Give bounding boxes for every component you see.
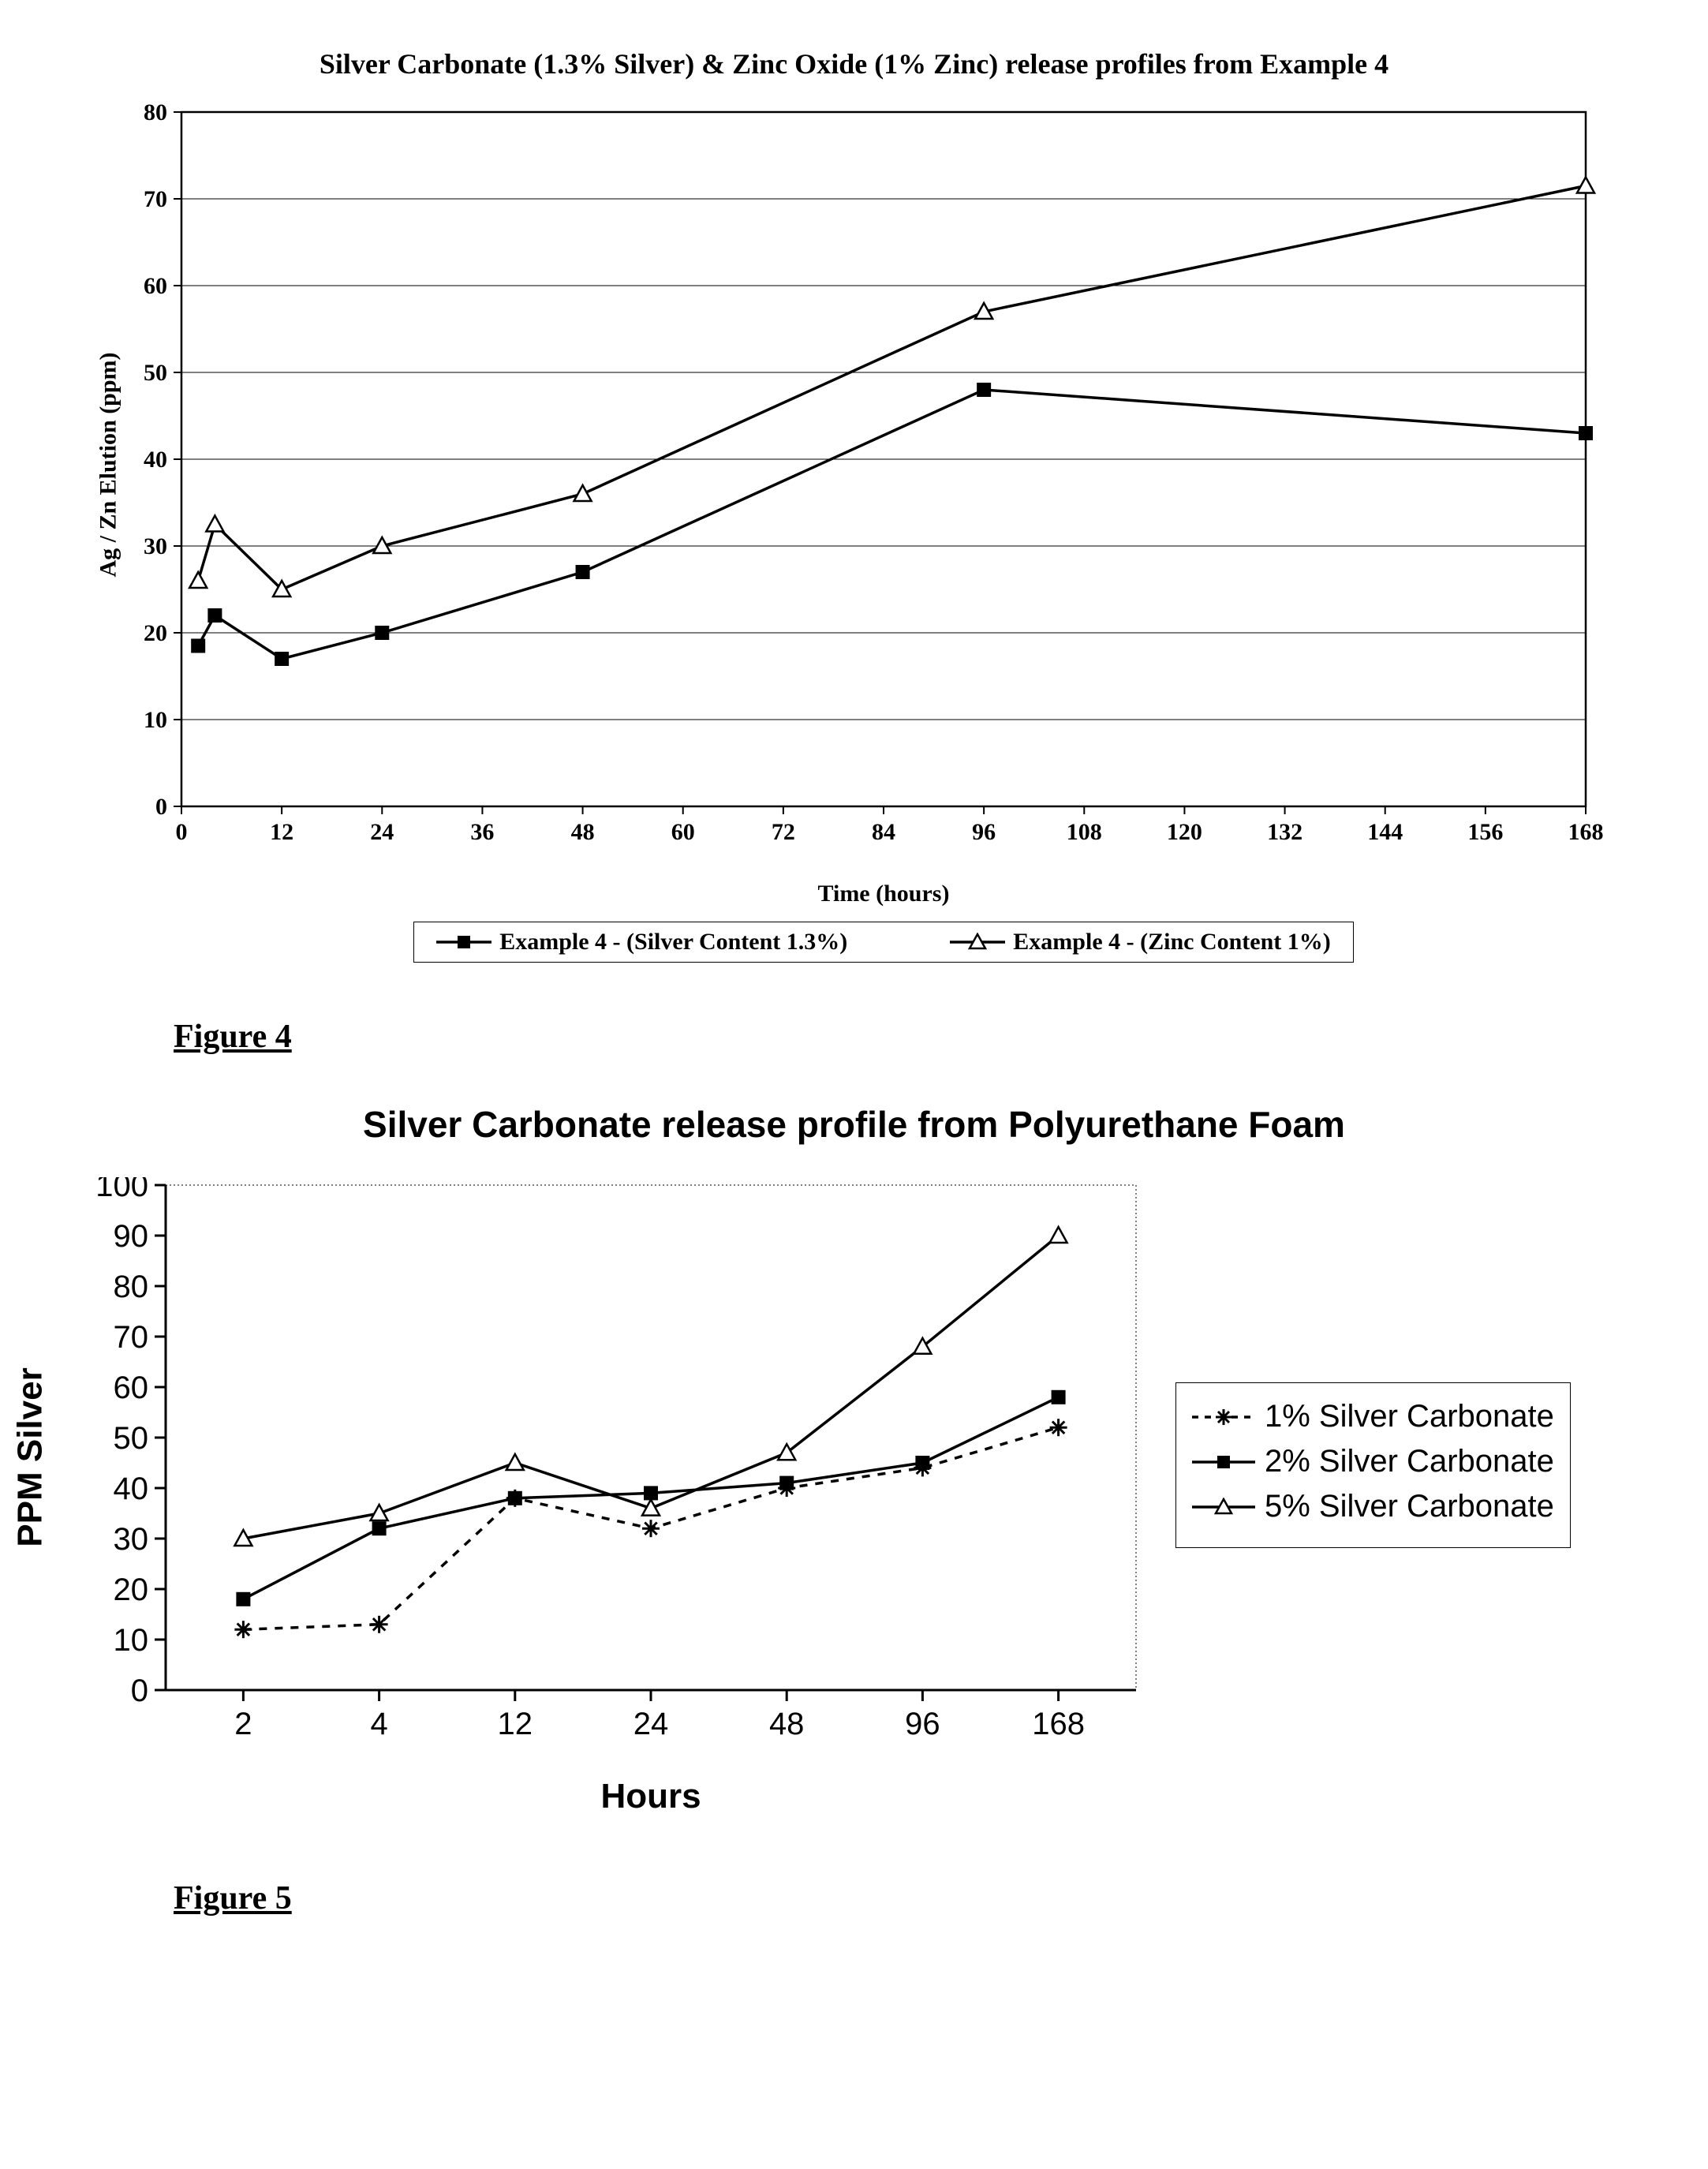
svg-text:24: 24	[633, 1707, 669, 1741]
svg-text:20: 20	[114, 1573, 149, 1607]
svg-text:80: 80	[144, 104, 167, 125]
svg-text:40: 40	[114, 1472, 149, 1506]
filled-square-icon	[436, 933, 491, 952]
svg-text:96: 96	[905, 1707, 940, 1741]
chart2-legend-item-0: 1% Silver Carbonate	[1192, 1399, 1554, 1434]
chart2-legend-label-0: 1% Silver Carbonate	[1265, 1399, 1554, 1434]
svg-text:24: 24	[370, 819, 394, 845]
open-triangle-icon	[1192, 1498, 1255, 1516]
asterisk-icon	[1192, 1408, 1255, 1427]
chart1-legend-item-1: Example 4 - (Zinc Content 1%)	[950, 929, 1330, 955]
svg-text:96: 96	[972, 819, 996, 845]
svg-text:30: 30	[114, 1522, 149, 1557]
svg-text:132: 132	[1267, 819, 1302, 845]
chart2-legend-item-2: 5% Silver Carbonate	[1192, 1489, 1554, 1524]
svg-text:84: 84	[872, 819, 895, 845]
svg-text:10: 10	[144, 707, 167, 733]
svg-text:48: 48	[769, 1707, 805, 1741]
chart2-legend-item-1: 2% Silver Carbonate	[1192, 1444, 1554, 1479]
svg-text:168: 168	[1568, 819, 1604, 845]
chart1-x-axis-title: Time (hours)	[181, 881, 1586, 907]
svg-text:0: 0	[155, 794, 167, 820]
chart1-container: Ag / Zn Elution (ppm) 010203040506070800…	[110, 104, 1613, 963]
chart2-container: PPM Silver 01020304050607080901002412244…	[63, 1177, 1613, 1816]
svg-text:0: 0	[131, 1673, 148, 1708]
chart2-title: Silver Carbonate release profile from Po…	[95, 1103, 1613, 1146]
chart1-svg: 0 10 20 30 40 50 60 70 80 0 12 24 36 48 60 72 84 96 108 120…	[110, 104, 1609, 877]
chart2-legend: 1% Silver Carbonate 2% Silver Carbonate …	[1175, 1382, 1571, 1548]
svg-text:30: 30	[144, 533, 167, 559]
svg-text:40: 40	[144, 447, 167, 473]
svg-text:80: 80	[114, 1270, 149, 1304]
chart2-legend-label-2: 5% Silver Carbonate	[1265, 1489, 1554, 1524]
page: Silver Carbonate (1.3% Silver) & Zinc Ox…	[0, 0, 1708, 2169]
svg-text:48: 48	[571, 819, 595, 845]
svg-text:100: 100	[95, 1177, 148, 1203]
svg-text:108: 108	[1067, 819, 1102, 845]
svg-text:4: 4	[370, 1707, 387, 1741]
svg-text:120: 120	[1167, 819, 1202, 845]
svg-text:90: 90	[114, 1219, 149, 1254]
filled-square-icon	[1192, 1453, 1255, 1472]
svg-text:10: 10	[114, 1623, 149, 1658]
figure-5-caption: Figure 5	[174, 1879, 1613, 1917]
chart1-legend-label-1: Example 4 - (Zinc Content 1%)	[1013, 929, 1330, 955]
svg-text:36: 36	[470, 819, 494, 845]
svg-text:12: 12	[498, 1707, 533, 1741]
svg-text:60: 60	[671, 819, 695, 845]
chart1-legend-container: Example 4 - (Silver Content 1.3%) Exampl…	[181, 922, 1586, 963]
chart2-x-axis-title: Hours	[166, 1777, 1136, 1816]
figure-4-caption: Figure 4	[174, 1018, 1613, 1056]
chart1-legend-item-0: Example 4 - (Silver Content 1.3%)	[436, 929, 847, 955]
svg-text:72: 72	[772, 819, 795, 845]
svg-text:70: 70	[144, 186, 167, 212]
chart2-legend-label-1: 2% Silver Carbonate	[1265, 1444, 1554, 1479]
svg-text:50: 50	[114, 1421, 149, 1456]
chart1-y-axis-title: Ag / Zn Elution (ppm)	[95, 352, 122, 577]
svg-text:60: 60	[114, 1371, 149, 1405]
svg-text:2: 2	[234, 1707, 252, 1741]
svg-text:60: 60	[144, 273, 167, 299]
chart1-legend: Example 4 - (Silver Content 1.3%) Exampl…	[413, 922, 1354, 963]
svg-text:20: 20	[144, 620, 167, 646]
svg-text:156: 156	[1467, 819, 1503, 845]
chart1-legend-label-0: Example 4 - (Silver Content 1.3%)	[499, 929, 847, 955]
svg-text:50: 50	[144, 360, 167, 386]
svg-text:12: 12	[270, 819, 293, 845]
open-triangle-icon	[950, 933, 1005, 952]
chart2-svg: 01020304050607080901002412244896168	[63, 1177, 1160, 1761]
svg-text:0: 0	[176, 819, 188, 845]
svg-text:168: 168	[1032, 1707, 1085, 1741]
svg-text:70: 70	[114, 1320, 149, 1355]
svg-text:144: 144	[1367, 819, 1403, 845]
chart2-y-axis-title: PPM Silver	[11, 1367, 50, 1546]
chart1-title: Silver Carbonate (1.3% Silver) & Zinc Ox…	[95, 47, 1613, 80]
